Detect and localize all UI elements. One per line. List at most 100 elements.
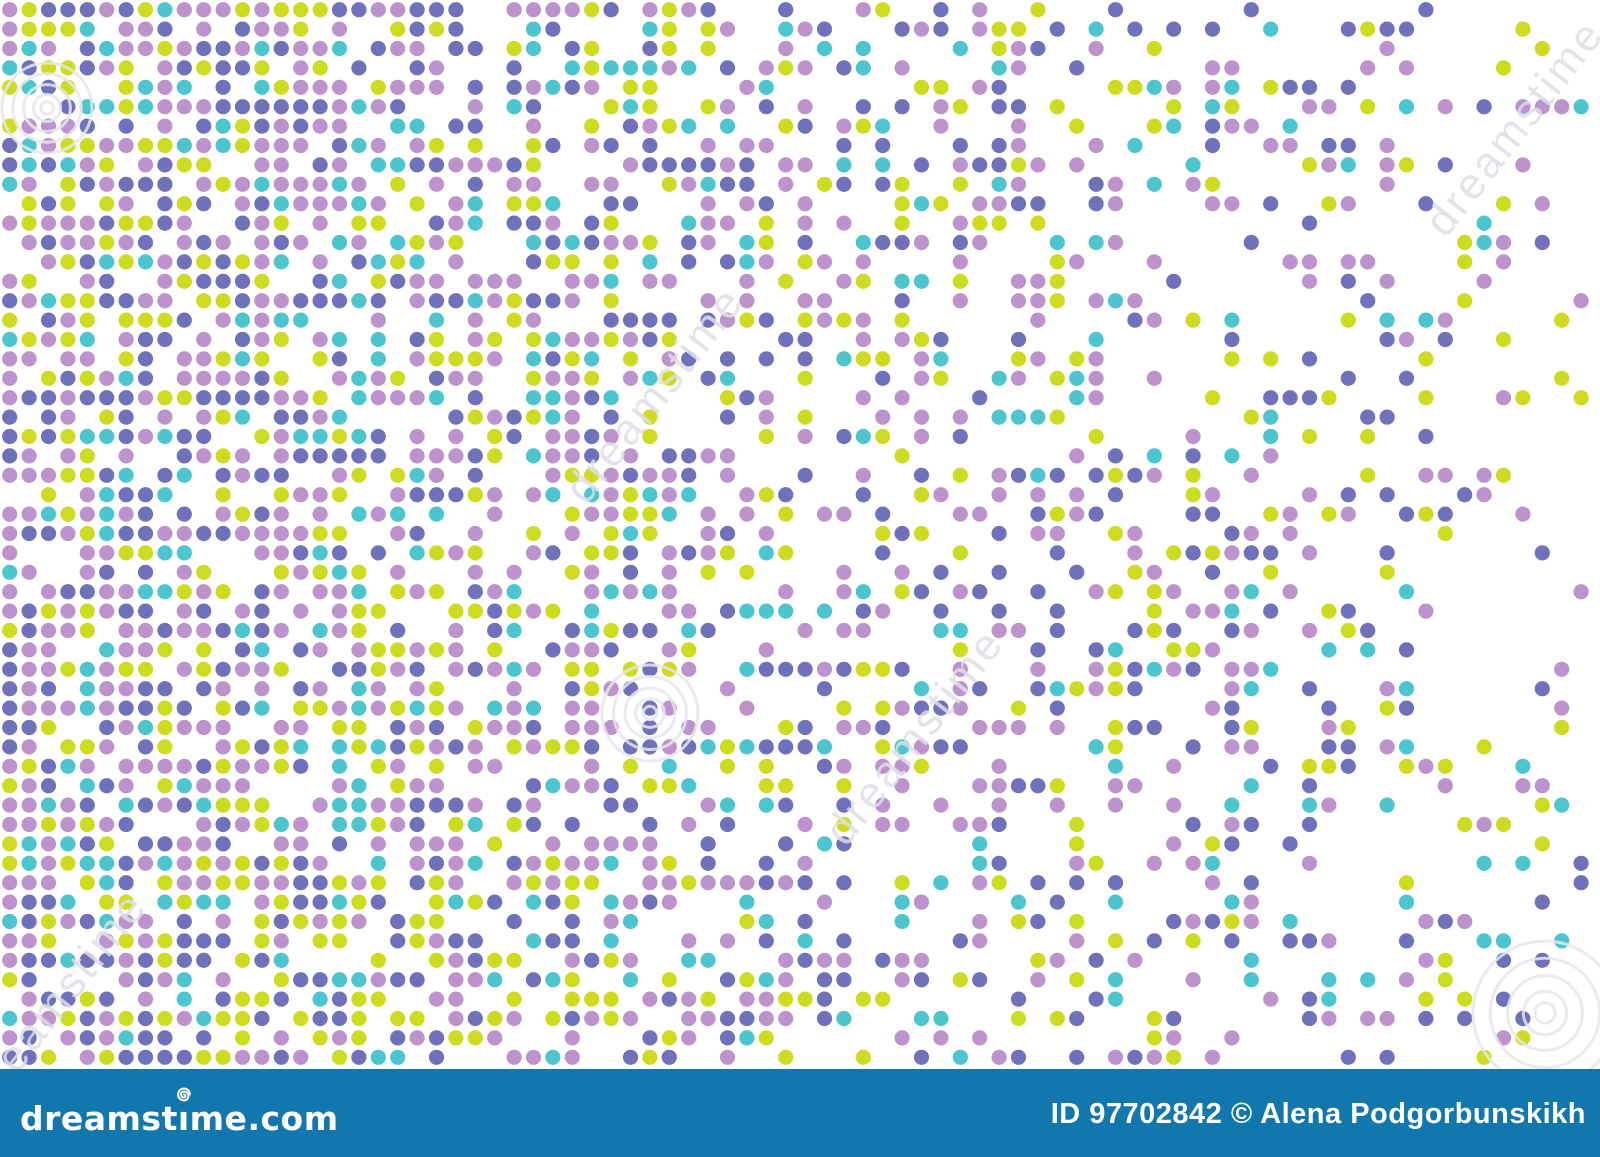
- pattern-dot: [758, 487, 774, 503]
- pattern-dot: [293, 176, 309, 192]
- pattern-dot: [21, 758, 37, 774]
- pattern-dot: [1243, 525, 1259, 542]
- pattern-dot: [21, 428, 37, 445]
- pattern-dot: [1340, 312, 1356, 328]
- pattern-dot: [21, 79, 37, 95]
- pattern-dot: [293, 700, 309, 716]
- pattern-dot: [21, 681, 37, 697]
- pattern-dot: [642, 273, 658, 289]
- pattern-dot: [1321, 797, 1337, 813]
- pattern-dot: [196, 40, 212, 57]
- pattern-dot: [719, 603, 736, 619]
- pattern-dot: [603, 60, 619, 76]
- pattern-dot: [21, 933, 37, 949]
- pattern-dot: [351, 875, 367, 891]
- pattern-dot: [661, 448, 677, 464]
- pattern-dot: [933, 739, 949, 755]
- pattern-dot: [1340, 370, 1356, 386]
- pattern-dot: [855, 40, 871, 57]
- pattern-dot: [351, 991, 367, 1007]
- pattern-dot: [176, 79, 192, 95]
- pattern-dot: [584, 584, 600, 600]
- pattern-dot: [1166, 661, 1182, 677]
- pattern-dot: [234, 21, 251, 37]
- pattern-dot: [991, 409, 1007, 425]
- pattern-dot: [913, 196, 930, 212]
- pattern-dot: [622, 584, 639, 600]
- pattern-dot: [60, 661, 76, 677]
- pattern-dot: [1030, 584, 1046, 600]
- pattern-dot: [1088, 584, 1104, 600]
- pattern-dot: [390, 719, 406, 736]
- pattern-dot: [1495, 1030, 1512, 1046]
- pattern-dot: [622, 952, 639, 968]
- pattern-dot: [157, 273, 173, 289]
- pattern-dot: [409, 79, 425, 95]
- pattern-dot: [525, 99, 542, 115]
- pattern-dot: [2, 312, 18, 328]
- pattern-dot: [351, 428, 367, 445]
- pattern-dot: [390, 254, 406, 270]
- pattern-dot: [215, 700, 231, 716]
- pattern-dot: [1224, 739, 1240, 755]
- pattern-dot: [118, 545, 134, 561]
- pattern-dot: [409, 428, 425, 445]
- pattern-dot: [1360, 21, 1376, 37]
- pattern-dot: [448, 370, 464, 386]
- pattern-dot: [584, 836, 600, 852]
- pattern-dot: [1204, 836, 1221, 852]
- pattern-dot: [1263, 506, 1279, 522]
- pattern-dot: [176, 1049, 192, 1065]
- pattern-dot: [157, 196, 173, 212]
- pattern-dot: [603, 642, 619, 658]
- pattern-dot: [545, 137, 561, 154]
- pattern-dot: [603, 545, 619, 561]
- pattern-dot: [1515, 21, 1531, 37]
- pattern-dot: [1321, 603, 1337, 619]
- pattern-dot: [409, 681, 425, 697]
- pattern-dot: [254, 370, 270, 386]
- pattern-dot: [273, 1030, 289, 1046]
- pattern-dot: [661, 2, 677, 18]
- pattern-dot: [428, 390, 445, 406]
- pattern-dot: [196, 234, 212, 251]
- pattern-dot: [913, 21, 930, 37]
- pattern-dot: [584, 60, 600, 76]
- pattern-dot: [157, 390, 173, 406]
- pattern-dot: [545, 487, 561, 503]
- pattern-dot: [1243, 584, 1259, 600]
- pattern-dot: [254, 99, 270, 115]
- pattern-dot: [758, 215, 774, 231]
- pattern-dot: [525, 215, 542, 231]
- pattern-dot: [894, 584, 910, 600]
- pattern-dot: [273, 972, 289, 988]
- pattern-dot: [60, 1030, 76, 1046]
- pattern-dot: [1321, 196, 1337, 212]
- pattern-dot: [40, 681, 57, 697]
- pattern-dot: [1573, 855, 1589, 871]
- pattern-dot: [1127, 952, 1143, 968]
- pattern-dot: [1030, 525, 1046, 542]
- pattern-dot: [584, 603, 600, 619]
- pattern-dot: [1069, 1049, 1085, 1065]
- pattern-dot: [991, 21, 1007, 37]
- pattern-dot: [1224, 894, 1240, 910]
- pattern-dot: [2, 525, 18, 542]
- pattern-dot: [331, 797, 348, 813]
- pattern-dot: [409, 196, 425, 212]
- pattern-dot: [506, 719, 522, 736]
- pattern-dot: [196, 2, 212, 18]
- pattern-dot: [215, 99, 231, 115]
- pattern-dot: [99, 700, 115, 716]
- pattern-dot: [409, 487, 425, 503]
- pattern-dot: [2, 875, 18, 891]
- pattern-dot: [1340, 21, 1356, 37]
- pattern-dot: [254, 603, 270, 619]
- pattern-dot: [525, 875, 542, 891]
- pattern-dot: [1263, 564, 1279, 580]
- pattern-dot: [487, 351, 503, 367]
- pattern-dot: [370, 758, 386, 774]
- pattern-dot: [196, 390, 212, 406]
- pattern-dot: [351, 797, 367, 813]
- pattern-dot: [681, 952, 697, 968]
